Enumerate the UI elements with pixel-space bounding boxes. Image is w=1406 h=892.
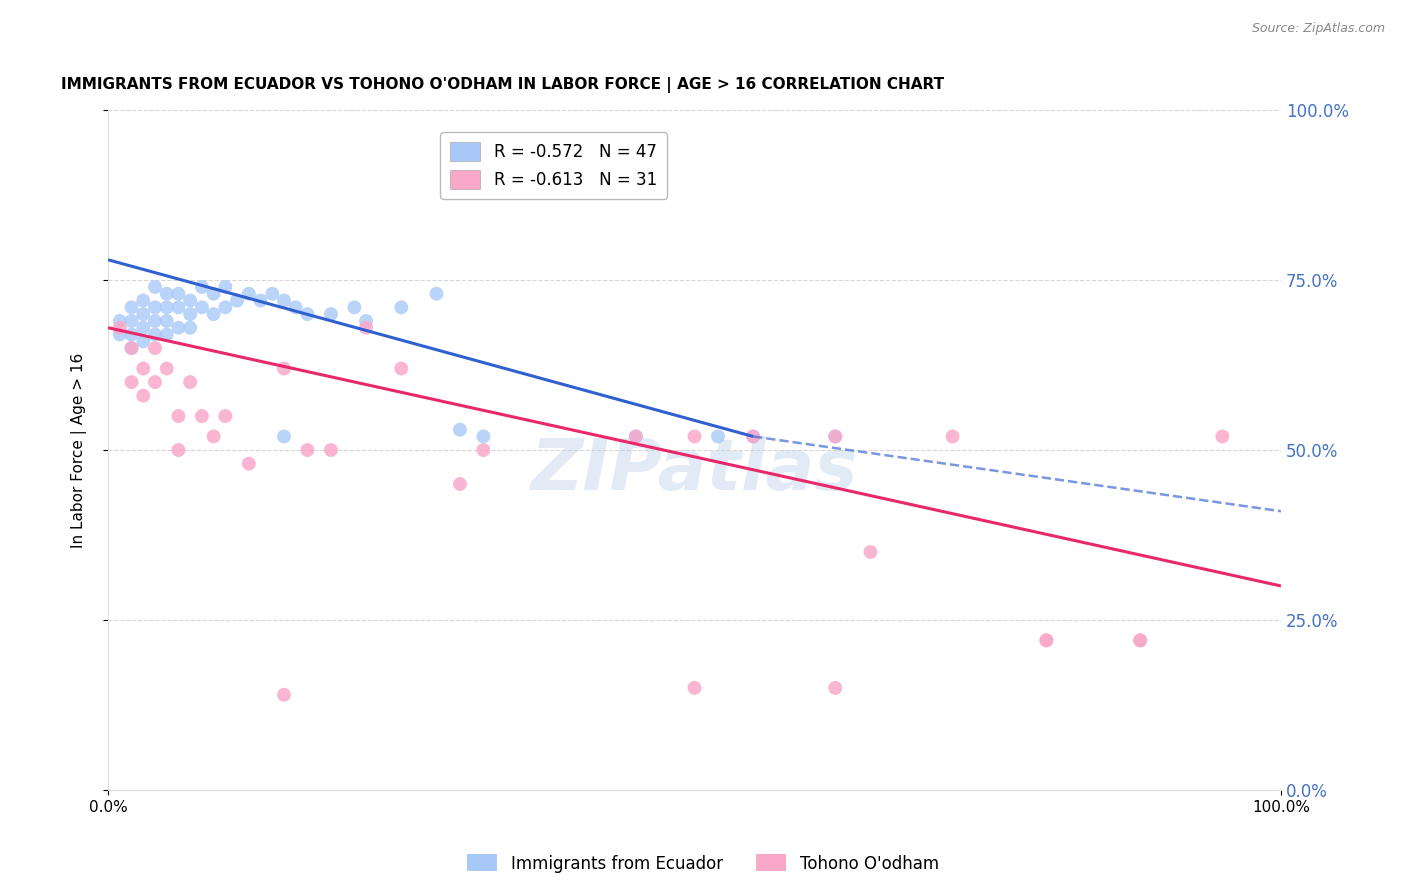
Point [121, 327, 143, 342]
Point [191, 301, 214, 315]
Point [214, 301, 236, 315]
Point [472, 443, 495, 458]
Point [238, 286, 260, 301]
Point [156, 361, 179, 376]
Point [742, 429, 765, 443]
Point [472, 429, 495, 443]
Point [1129, 633, 1152, 648]
Point [449, 423, 471, 437]
Point [143, 375, 166, 389]
Point [108, 320, 131, 334]
Point [167, 286, 190, 301]
Point [742, 429, 765, 443]
Point [143, 327, 166, 342]
Point [202, 286, 225, 301]
Point [297, 307, 319, 321]
Point [238, 457, 260, 471]
Point [319, 307, 342, 321]
Point [191, 409, 214, 423]
Point [143, 314, 166, 328]
Point [343, 301, 366, 315]
Point [683, 681, 706, 695]
Point [132, 307, 155, 321]
Point [683, 429, 706, 443]
Point [941, 429, 963, 443]
Point [859, 545, 882, 559]
Point [262, 286, 284, 301]
Point [132, 389, 155, 403]
Point [214, 280, 236, 294]
Text: ZIPatlas: ZIPatlas [531, 436, 858, 505]
Point [132, 293, 155, 308]
Point [167, 320, 190, 334]
Point [156, 286, 179, 301]
Point [121, 314, 143, 328]
Point [121, 341, 143, 355]
Point [824, 429, 846, 443]
Point [449, 477, 471, 491]
Point [167, 443, 190, 458]
Point [297, 443, 319, 458]
Text: Source: ZipAtlas.com: Source: ZipAtlas.com [1251, 22, 1385, 36]
Y-axis label: In Labor Force | Age > 16: In Labor Force | Age > 16 [72, 352, 87, 548]
Point [143, 301, 166, 315]
Point [167, 301, 190, 315]
Point [132, 334, 155, 349]
Point [156, 314, 179, 328]
Point [121, 375, 143, 389]
Point [1211, 429, 1233, 443]
Point [202, 307, 225, 321]
Legend: Immigrants from Ecuador, Tohono O'odham: Immigrants from Ecuador, Tohono O'odham [461, 847, 945, 880]
Point [179, 293, 201, 308]
Point [284, 301, 307, 315]
Point [167, 409, 190, 423]
Point [319, 443, 342, 458]
Point [179, 375, 201, 389]
Point [108, 314, 131, 328]
Point [1035, 633, 1057, 648]
Point [214, 409, 236, 423]
Point [143, 280, 166, 294]
Point [143, 341, 166, 355]
Point [156, 327, 179, 342]
Point [624, 429, 647, 443]
Point [389, 301, 412, 315]
Point [179, 307, 201, 321]
Point [191, 280, 214, 294]
Point [108, 327, 131, 342]
Point [707, 429, 730, 443]
Point [202, 429, 225, 443]
Point [1129, 633, 1152, 648]
Point [226, 293, 249, 308]
Point [354, 320, 377, 334]
Point [389, 361, 412, 376]
Point [273, 293, 295, 308]
Point [354, 314, 377, 328]
Text: IMMIGRANTS FROM ECUADOR VS TOHONO O'ODHAM IN LABOR FORCE | AGE > 16 CORRELATION : IMMIGRANTS FROM ECUADOR VS TOHONO O'ODHA… [60, 78, 945, 94]
Point [1035, 633, 1057, 648]
Point [121, 341, 143, 355]
Point [121, 301, 143, 315]
Point [179, 320, 201, 334]
Point [273, 688, 295, 702]
Point [273, 361, 295, 376]
Point [824, 429, 846, 443]
Point [624, 429, 647, 443]
Point [132, 361, 155, 376]
Point [156, 301, 179, 315]
Legend: R = -0.572   N = 47, R = -0.613   N = 31: R = -0.572 N = 47, R = -0.613 N = 31 [440, 132, 666, 199]
Point [824, 681, 846, 695]
Point [273, 429, 295, 443]
Point [425, 286, 447, 301]
Point [132, 320, 155, 334]
Point [249, 293, 271, 308]
